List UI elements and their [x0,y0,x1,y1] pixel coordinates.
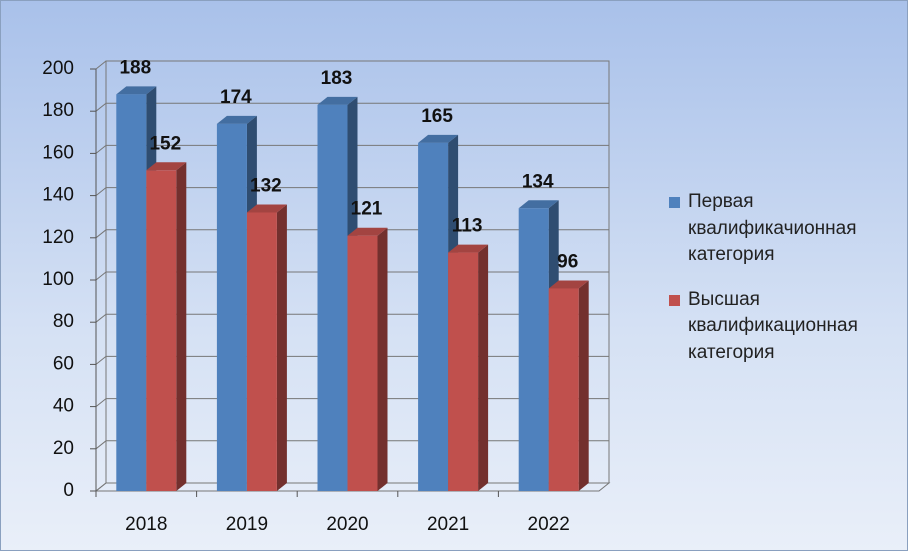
bar-top [317,96,358,105]
bar [548,280,589,491]
y-tick-label: 80 [53,311,74,332]
bar-side [377,227,388,491]
bar-top [216,115,257,124]
value-label: 183 [321,68,353,89]
bar-top [548,280,589,289]
bar-top [418,134,459,143]
bar-top [518,200,559,209]
bar-top [146,162,187,171]
y-tick-label: 200 [42,58,74,79]
bar-front [116,94,147,491]
bar-top [116,86,157,95]
y-tick-label: 20 [53,438,74,459]
bar [448,244,489,491]
x-tick-label: 2020 [326,514,368,535]
y-tick-label: 180 [42,100,74,121]
y-tick-label: 60 [53,353,74,374]
grid-line [95,60,609,70]
bar-side [276,204,287,492]
bar-top [448,244,489,253]
y-tick-label: 40 [53,396,74,417]
y-tick-label: 0 [63,480,74,501]
value-label: 96 [557,251,578,272]
grid-line [95,102,609,112]
value-label: 132 [250,175,282,196]
bar-front [146,170,177,491]
legend-item: Высшая квалификационная категория [669,287,899,367]
bar-front [518,208,549,491]
y-tick-label: 160 [42,142,74,163]
value-label: 134 [522,171,554,192]
value-label: 188 [119,57,151,78]
x-tick-label: 2018 [125,514,167,535]
value-label: 174 [220,87,252,108]
y-tick-label: 100 [42,269,74,290]
bar-front [418,142,449,491]
x-tick-label: 2021 [427,514,469,535]
value-label: 113 [452,216,483,237]
value-label: 165 [421,106,453,127]
value-label: 121 [351,199,383,220]
bar-front [448,252,479,491]
y-tick-label: 120 [42,227,74,248]
bar-side [176,162,187,491]
bar-front [216,123,247,492]
legend-swatch [669,294,680,306]
legend-label: Высшая квалификационная категория [688,288,858,363]
bar-front [246,212,277,492]
legend: Первая квалификачионная категория Высшая … [669,189,899,385]
value-label: 152 [149,133,181,154]
bar-front [548,288,579,491]
y-tick-label: 140 [42,185,74,206]
bar [146,162,187,491]
x-tick-label: 2019 [226,514,268,535]
bar [246,204,287,492]
bar-top [347,227,388,236]
legend-label: Первая квалификачионная категория [688,191,857,266]
legend-item: Первая квалификачионная категория [669,189,899,269]
legend-swatch [669,197,680,208]
bar [347,227,388,491]
bar-side [578,280,589,491]
bar-top [246,204,287,213]
bar-front [317,104,348,492]
x-tick-label: 2022 [528,514,570,535]
bar-side [478,244,489,491]
bar-front [347,235,378,491]
